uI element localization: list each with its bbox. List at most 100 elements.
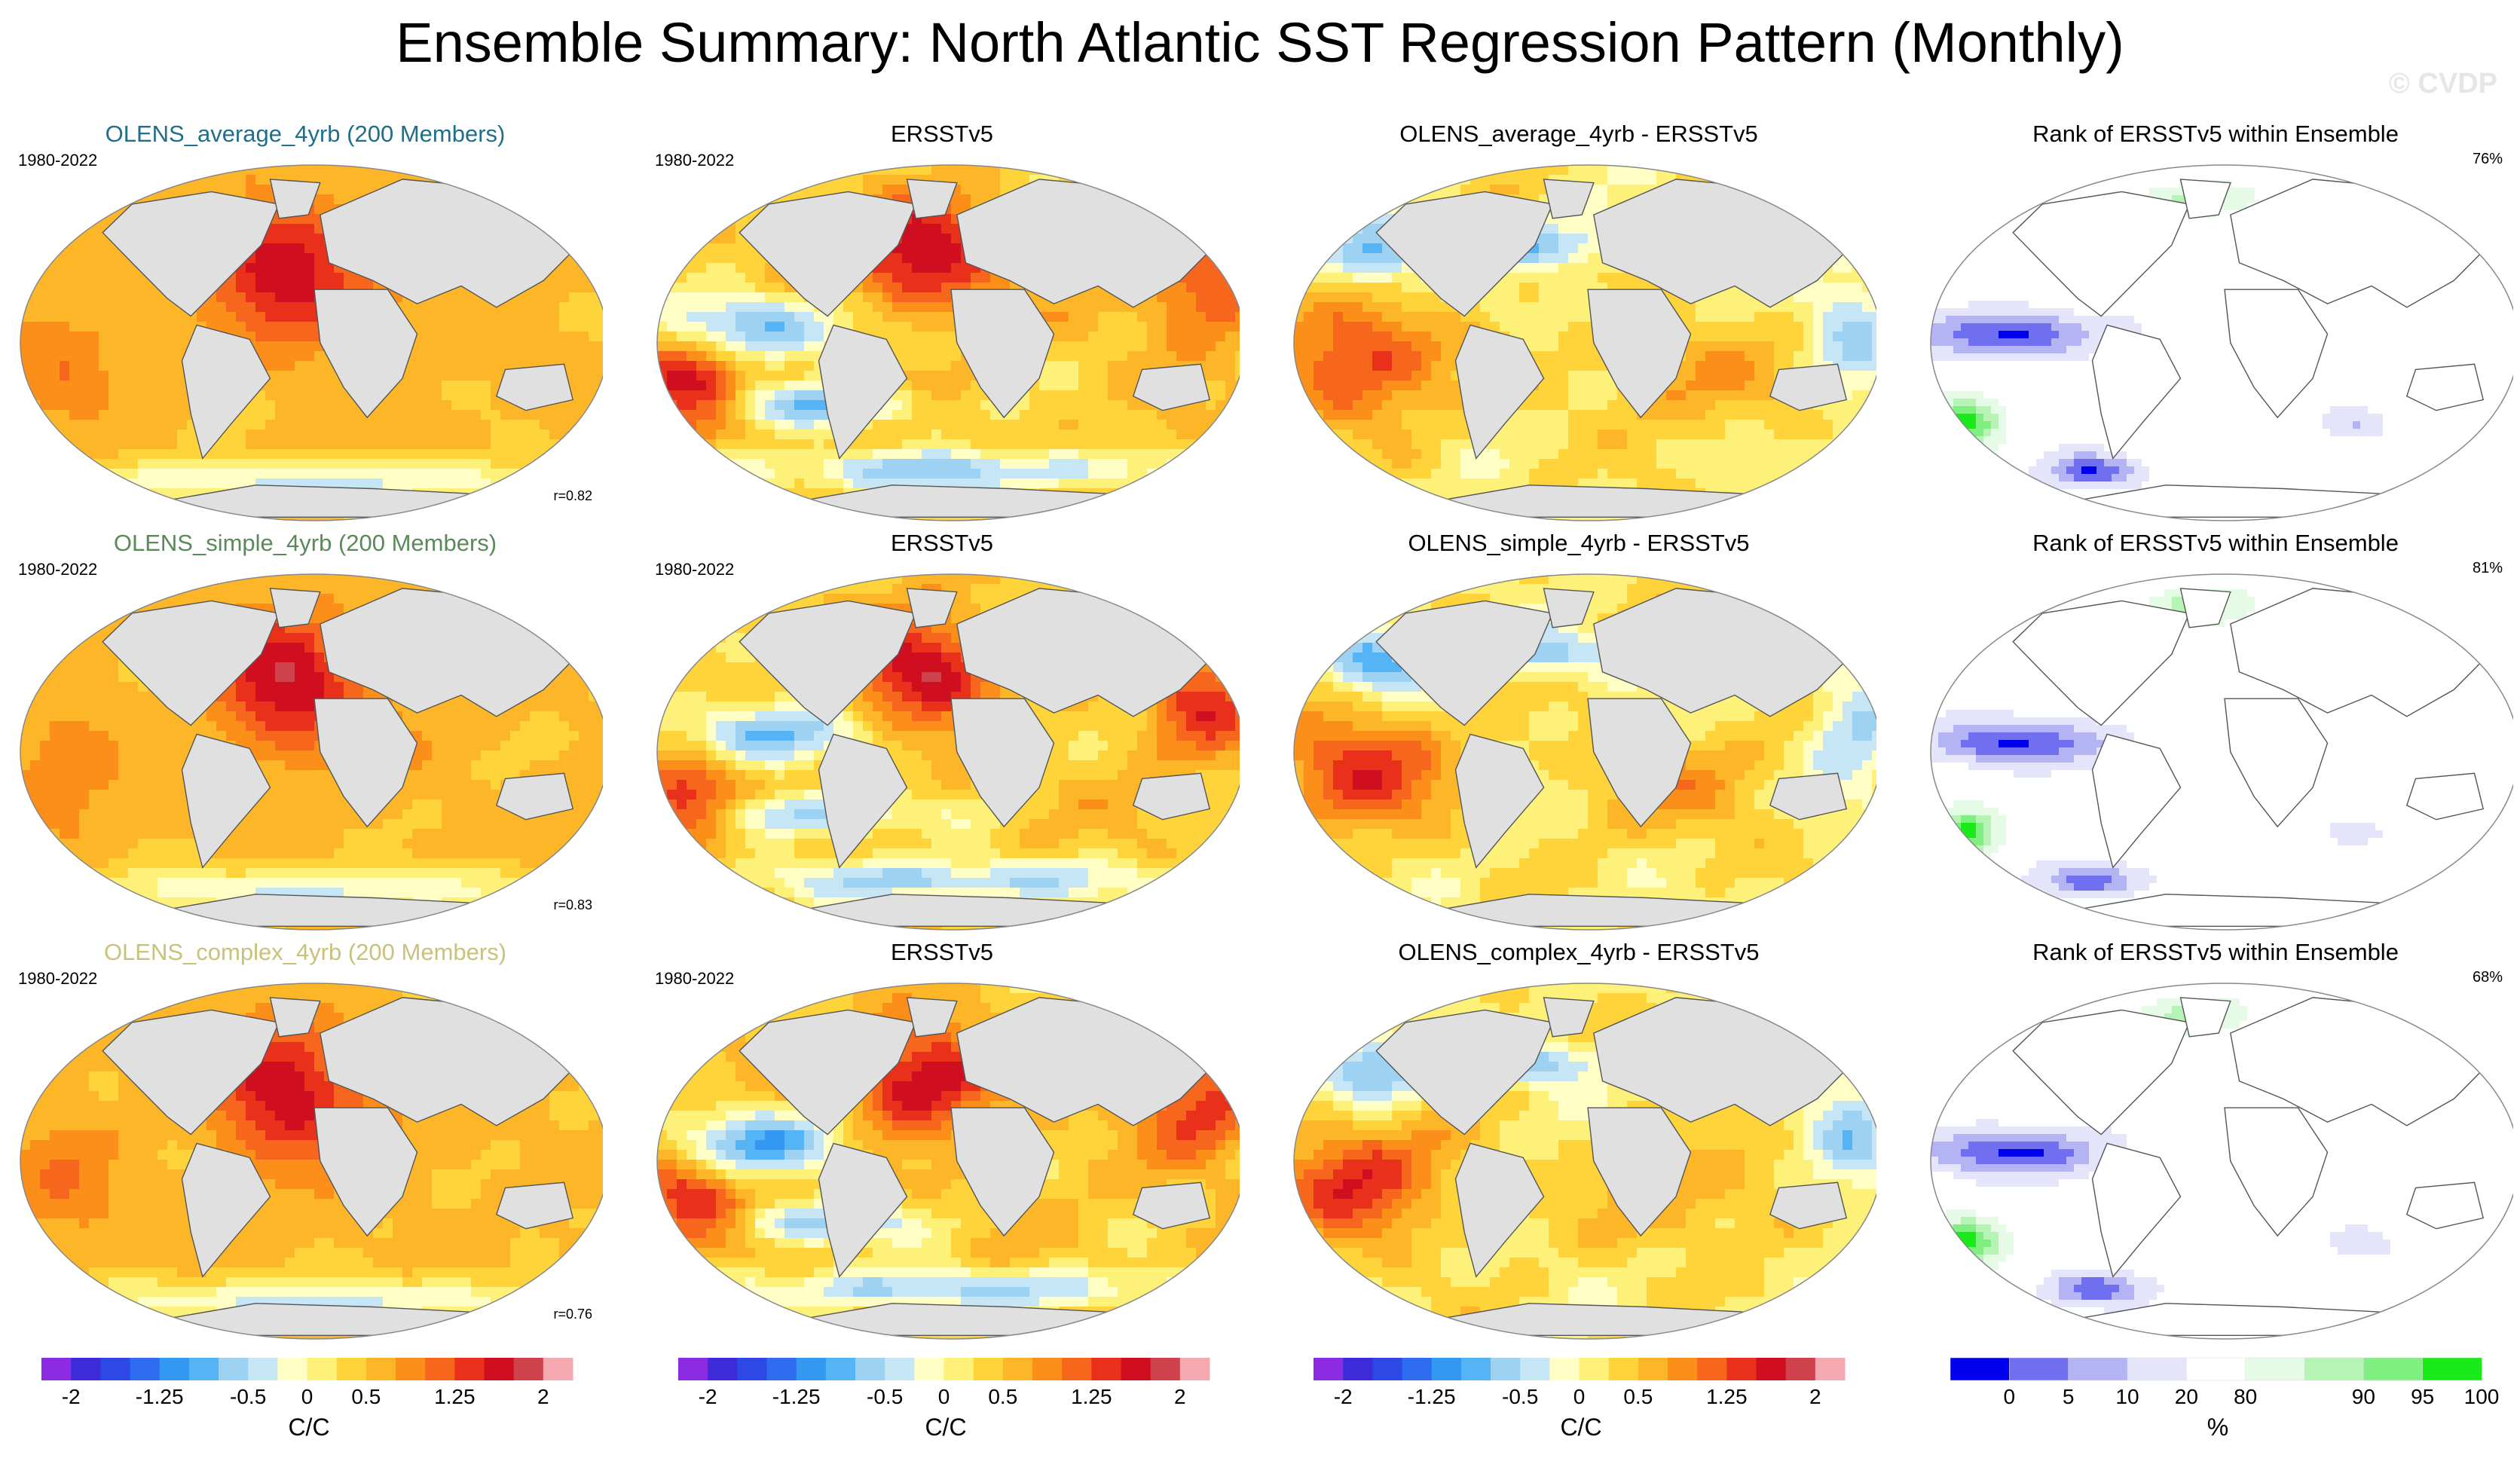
- field-cell: [726, 381, 736, 391]
- field-cell: [373, 478, 384, 489]
- field-cell: [892, 332, 903, 342]
- field-cell: [109, 449, 119, 460]
- field-cell: [50, 341, 60, 352]
- field-cell: [677, 351, 687, 362]
- field-cell: [843, 312, 854, 322]
- field-cell: [275, 371, 286, 381]
- field-cell: [118, 273, 129, 283]
- field-cell: [177, 478, 188, 489]
- field-cell: [1118, 312, 1128, 322]
- field-cell: [1588, 390, 1598, 401]
- field-cell: [726, 410, 736, 420]
- field-cell: [471, 390, 482, 401]
- field-cell: [716, 332, 726, 342]
- field-cell: [706, 341, 717, 352]
- field-cell: [1813, 312, 1824, 322]
- field-cell: [540, 332, 550, 342]
- field-cell: [1127, 312, 1138, 322]
- field-cell: [540, 410, 550, 420]
- field-cell: [1431, 332, 1442, 342]
- field-cell: [1754, 390, 1765, 401]
- field-cell: [109, 253, 119, 264]
- field-cell: [1794, 332, 1804, 342]
- field-cell: [1735, 361, 1745, 371]
- field-cell: [559, 429, 570, 440]
- field-cell: [79, 459, 90, 469]
- land-mask: [181, 324, 271, 460]
- field-cell: [1754, 371, 1765, 381]
- field-cell: [304, 361, 315, 371]
- field-cell: [79, 312, 90, 322]
- field-cell: [892, 459, 903, 469]
- field-cell: [559, 439, 570, 450]
- field-cell: [853, 312, 864, 322]
- field-cell: [216, 175, 227, 185]
- field-cell: [951, 243, 962, 254]
- field-cell: [961, 165, 971, 176]
- field-cell: [432, 332, 442, 342]
- field-cell: [79, 390, 90, 401]
- field-cell: [432, 341, 442, 352]
- field-cell: [1382, 361, 1393, 371]
- field-cell: [863, 165, 873, 176]
- field-cell: [1314, 322, 1324, 332]
- field-cell: [824, 449, 834, 460]
- field-cell: [1078, 449, 1089, 460]
- field-cell: [275, 224, 286, 234]
- field-cell: [1039, 381, 1050, 391]
- field-cell: [1852, 390, 1863, 401]
- field-cell: [1735, 351, 1745, 362]
- field-cell: [1578, 371, 1589, 381]
- field-cell: [412, 312, 423, 322]
- field-cell: [882, 449, 893, 460]
- field-cell: [79, 381, 90, 391]
- field-cell: [1304, 381, 1314, 391]
- field-cell: [892, 302, 903, 313]
- field-cell: [1843, 322, 1853, 332]
- field-cell: [961, 410, 971, 420]
- field-cell: [804, 400, 815, 411]
- field-cell: [1127, 439, 1138, 450]
- field-cell: [510, 420, 521, 430]
- field-cell: [1549, 390, 1559, 401]
- field-cell: [1069, 390, 1079, 401]
- field-cell: [980, 185, 991, 195]
- field-cell: [69, 322, 80, 332]
- field-cell: [863, 322, 873, 332]
- field-cell: [148, 312, 158, 322]
- field-cell: [784, 400, 795, 411]
- field-cell: [736, 253, 746, 264]
- field-cell: [1686, 381, 1696, 391]
- field-cell: [1108, 381, 1118, 391]
- field-cell: [158, 420, 168, 430]
- field-cell: [324, 459, 335, 469]
- field-cell: [50, 371, 60, 381]
- field-cell: [1186, 332, 1197, 342]
- field-cell: [491, 410, 501, 420]
- field-cell: [432, 420, 442, 430]
- field-cell: [481, 332, 491, 342]
- field-cell: [216, 439, 227, 450]
- field-cell: [89, 400, 99, 411]
- field-cell: [1078, 381, 1089, 391]
- field-cell: [1539, 390, 1549, 401]
- field-cell: [1637, 175, 1647, 185]
- field-cell: [1774, 194, 1784, 205]
- field-cell: [275, 429, 286, 440]
- field-cell: [1382, 283, 1393, 293]
- field-cell: [1196, 420, 1206, 430]
- field-cell: [579, 312, 589, 322]
- field-cell: [941, 439, 952, 450]
- field-cell: [765, 469, 775, 479]
- field-cell: [696, 420, 707, 430]
- field-cell: [1568, 332, 1579, 342]
- field-cell: [1137, 341, 1148, 352]
- field-cell: [716, 322, 726, 332]
- field-cell: [892, 253, 903, 264]
- field-cell: [1686, 361, 1696, 371]
- field-cell: [1392, 341, 1402, 352]
- field-cell: [1852, 253, 1863, 264]
- field-cell: [814, 322, 824, 332]
- field-cell: [931, 351, 942, 362]
- field-cell: [79, 322, 90, 332]
